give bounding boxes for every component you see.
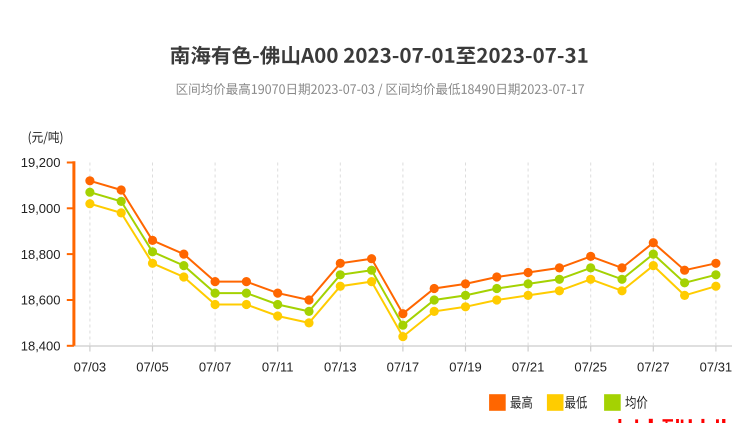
svg-text:07/19: 07/19 — [449, 359, 482, 374]
svg-text:07/17: 07/17 — [387, 359, 420, 374]
svg-text:07/31: 07/31 — [700, 359, 733, 374]
svg-text:07/21: 07/21 — [512, 359, 545, 374]
svg-text:07/13: 07/13 — [324, 359, 357, 374]
svg-text:07/25: 07/25 — [574, 359, 607, 374]
svg-text:07/11: 07/11 — [262, 359, 294, 374]
svg-text:18,800: 18,800 — [21, 247, 61, 262]
svg-text:18,600: 18,600 — [21, 293, 61, 308]
svg-text:19,200: 19,200 — [21, 155, 61, 170]
svg-text:07/03: 07/03 — [74, 359, 107, 374]
svg-text:18,400: 18,400 — [21, 339, 61, 354]
svg-text:07/27: 07/27 — [637, 359, 670, 374]
svg-text:07/07: 07/07 — [199, 359, 232, 374]
svg-text:07/05: 07/05 — [136, 359, 169, 374]
svg-text:19,000: 19,000 — [21, 201, 61, 216]
